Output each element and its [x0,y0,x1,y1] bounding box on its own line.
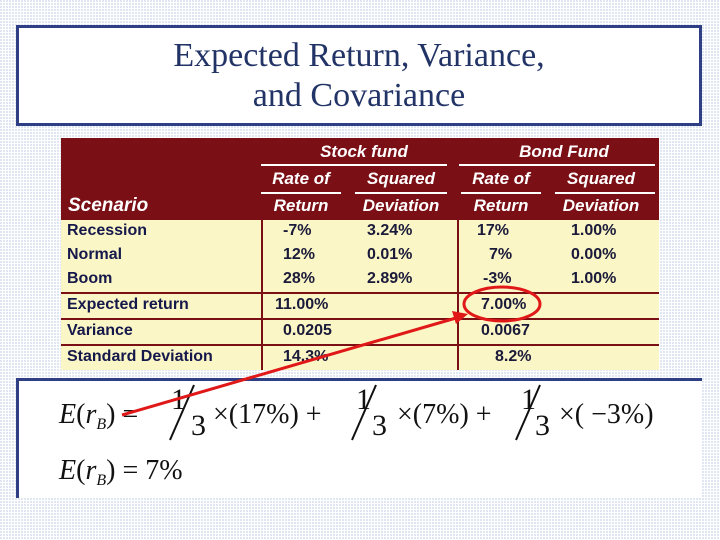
row-label: Normal [67,246,123,263]
title-line-2: and Covariance [252,76,466,114]
e-symbol: E [59,455,77,486]
result-text: ) = 7% [106,455,183,486]
row-label: Recession [67,222,148,239]
formula-term1: ×(17%) + [213,399,322,430]
frac3-denominator: 3 [535,409,550,442]
formula-term3: ×( −3%) [559,399,654,430]
stock-return-cell: 14.3% [283,348,329,365]
row-label: Expected return [67,296,189,313]
frac2-numerator: 1 [356,383,371,416]
title-line-1: Expected Return, Variance, [173,36,545,74]
slide-title: Expected Return, Variance, and Covarianc… [16,25,702,126]
stock-sqdev-cell: 0.01% [367,246,413,263]
bond-deviation: Deviation [562,196,640,215]
bond-sq-underline [555,192,655,194]
bond-return-cell: -3% [483,270,512,287]
table-body: Recession -7% 3.24% 17% 1.00% Normal 12%… [61,220,659,370]
row-label: Variance [67,322,133,339]
table-row: Variance 0.0205 0.0067 [61,318,659,344]
stock-sqdev-cell: 3.24% [367,222,413,239]
bond-rate-underline [461,192,541,194]
stock-return-cell: 28% [283,270,316,287]
frac1-denominator: 3 [191,409,206,442]
bond-return-cell: 7.00% [481,296,527,313]
lhs-close: ) = [106,399,139,430]
stock-fund-header: Stock fund [320,142,408,161]
table-row: Normal 12% 0.01% 7% 0.00% [61,244,659,268]
stock-return-cell: 11.00% [275,296,329,313]
col-divider-1 [261,220,263,370]
stock-return-cell: 0.0205 [283,322,332,339]
returns-table: Stock fund Bond Fund Rate of Return Squa… [61,138,659,370]
table-row: Recession -7% 3.24% 17% 1.00% [61,220,659,244]
r-symbol: r [85,455,97,486]
r-symbol: r [85,399,97,430]
stock-sqdev-cell: 2.89% [367,270,413,287]
table-row: Boom 28% 2.89% -3% 1.00% [61,268,659,292]
stock-return: Return [273,196,329,215]
bond-return-cell: 8.2% [495,348,532,365]
stock-return-cell: -7% [283,222,312,239]
bond-return-cell: 17% [477,222,510,239]
subscript-b: B [96,472,107,489]
formula-box: E(rB) = 1 3 ×(17%) + 1 3 ×(7%) + 1 3 ×( … [16,378,702,498]
stock-sq-underline [355,192,447,194]
bond-return: Return [473,196,529,215]
stock-rate-underline [261,192,341,194]
bond-return-cell: 7% [489,246,513,263]
table-row: Standard Deviation 14.3% 8.2% [61,344,659,370]
scenario-header: Scenario [68,195,149,216]
bond-rate-of: Rate of [472,169,530,188]
row-label: Boom [67,270,113,287]
row-label: Standard Deviation [67,348,213,365]
bond-sqdev-cell: 1.00% [571,222,617,239]
e-symbol: E [59,399,77,430]
formula-line2: E(rB) = 7% [59,455,183,489]
frac2-denominator: 3 [372,409,387,442]
subscript-b: B [96,416,107,433]
stock-deviation: Deviation [362,196,440,215]
formula-term2: ×(7%) + [397,399,492,430]
bond-fund-underline [459,164,655,166]
frac1-numerator: 1 [171,383,186,416]
stock-rate-of: Rate of [272,169,330,188]
bond-return-cell: 0.0067 [481,322,530,339]
stock-return-cell: 12% [283,246,316,263]
table-row: Expected return 11.00% 7.00% [61,292,659,318]
bond-sqdev-cell: 0.00% [571,246,617,263]
frac3-numerator: 1 [521,383,536,416]
bond-sqdev-cell: 1.00% [571,270,617,287]
stock-fund-underline [261,164,447,166]
bond-fund-header: Bond Fund [519,142,609,161]
formula-line1-lhs: E(rB) = [59,399,139,433]
stock-squared: Squared [366,169,436,188]
bond-squared: Squared [566,169,636,188]
col-divider-2 [457,220,459,370]
